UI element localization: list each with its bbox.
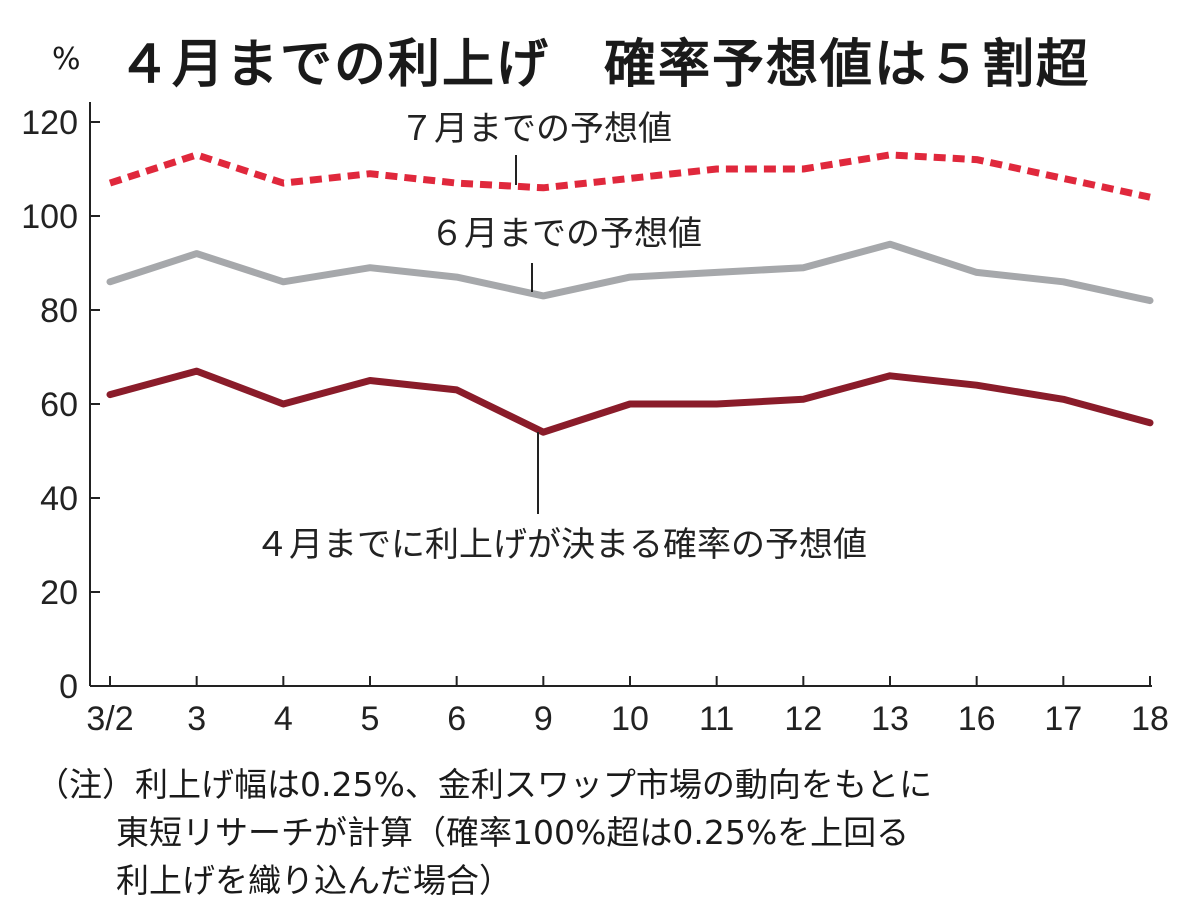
y-axis-unit: % xyxy=(52,42,81,77)
x-tick-label: 11 xyxy=(699,700,734,738)
x-tick-label: 12 xyxy=(784,700,822,738)
y-tick-label: 120 xyxy=(21,104,78,142)
footnote-line-1: （注）利上げ幅は0.25%、金利スワップ市場の動向をもとに xyxy=(36,765,933,804)
series-line-2 xyxy=(106,240,1154,305)
x-tick-label: 13 xyxy=(871,700,909,738)
y-tick-label: 0 xyxy=(59,668,78,706)
chart-axes: 0 20 40 60 80 100 120 3/2 3 4 5 6 9 10 11 12 13 16 17 18 xyxy=(21,102,1169,738)
x-tick-label: 3/2 xyxy=(86,700,133,738)
line-chart: 0 20 40 60 80 100 120 3/2 3 4 5 6 9 10 11 12 13 16 17 18 ７月… xyxy=(21,102,1169,738)
x-tick-label: 9 xyxy=(534,700,553,738)
y-tick-label: 20 xyxy=(40,574,78,612)
y-tick-label: 40 xyxy=(40,480,78,518)
series-label-1: ７月までの予想値 xyxy=(400,109,672,149)
y-tick-label: 80 xyxy=(40,292,78,330)
x-tick-label: 10 xyxy=(611,700,649,738)
series-label-2: ６月までの予想値 xyxy=(430,214,702,254)
x-tick-label: 6 xyxy=(447,700,466,738)
series-line-3 xyxy=(106,367,1154,436)
y-tick-label: 60 xyxy=(40,386,78,424)
series-label-3: ４月までに利上げが決まる確率の予想値 xyxy=(255,525,867,565)
x-tick-label: 18 xyxy=(1131,700,1169,738)
y-tick-label: 100 xyxy=(21,198,78,236)
chart-title: ４月までの利上げ 確率予想値は５割超 xyxy=(118,35,1091,95)
chart-series-labels: ７月までの予想値 ６月までの予想値 ４月までに利上げが決まる確率の予想値 xyxy=(255,109,867,565)
footnote-line-2: 東短リサーチが計算（確率100%超は0.25%を上回る xyxy=(116,813,910,852)
chart-series xyxy=(106,151,1154,436)
x-tick-label: 16 xyxy=(958,700,996,738)
series-line-1 xyxy=(108,151,1151,201)
x-tick-label: 3 xyxy=(187,700,206,738)
x-tick-label: 5 xyxy=(361,700,380,738)
footnote-line-3: 利上げを織り込んだ場合） xyxy=(116,861,512,900)
x-tick-label: 4 xyxy=(274,700,293,738)
x-tick-label: 17 xyxy=(1044,700,1082,738)
